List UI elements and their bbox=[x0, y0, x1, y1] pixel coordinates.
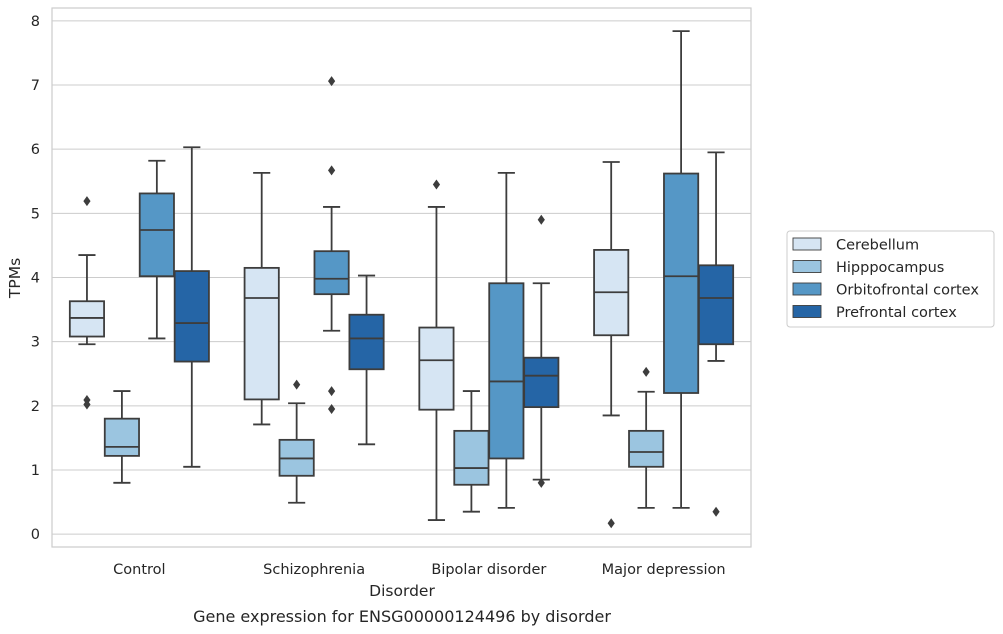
box-2-0 bbox=[138, 159, 175, 340]
box-2-1 bbox=[313, 76, 350, 415]
y-tick-label: 8 bbox=[31, 14, 40, 30]
x-tick-label: Schizophrenia bbox=[263, 562, 365, 578]
box-1-2 bbox=[453, 390, 490, 513]
y-tick-label: 7 bbox=[31, 78, 40, 94]
gridlines bbox=[52, 20, 751, 535]
box-body bbox=[698, 264, 735, 346]
box-body bbox=[138, 192, 175, 278]
x-tick-label: Bipolar disorder bbox=[431, 562, 546, 578]
outlier-point bbox=[328, 165, 336, 176]
y-tick-label: 3 bbox=[31, 335, 40, 351]
x-tick-labels: Control Schizophrenia Bipolar disorder Majo… bbox=[113, 562, 725, 578]
outlier-point bbox=[537, 477, 545, 488]
box-body bbox=[453, 429, 490, 486]
box-1-1 bbox=[278, 379, 315, 504]
box-1-0 bbox=[103, 390, 140, 484]
box-body bbox=[68, 300, 105, 338]
legend: Cerebellum Hipppocampus Orbitofrontal cort… bbox=[786, 230, 995, 328]
outlier-point bbox=[83, 399, 91, 410]
legend-frame bbox=[786, 230, 995, 328]
y-tick-label: 2 bbox=[31, 399, 40, 415]
x-tick-label: Major depression bbox=[602, 562, 726, 578]
y-tick-label: 1 bbox=[31, 463, 40, 479]
box-body bbox=[523, 356, 560, 409]
legend-label: Prefrontal cortex bbox=[836, 305, 957, 321]
box-1-3 bbox=[628, 366, 665, 509]
box-0-2 bbox=[418, 179, 455, 521]
box-body bbox=[313, 250, 350, 296]
y-tick-labels: 0 1 2 3 4 5 6 7 8 bbox=[31, 14, 40, 543]
box-3-1 bbox=[348, 274, 385, 446]
y-tick-label: 6 bbox=[31, 142, 40, 158]
box-series bbox=[68, 30, 735, 529]
box-body bbox=[243, 266, 280, 401]
box-body bbox=[173, 270, 210, 363]
box-body bbox=[348, 313, 385, 371]
x-tick-label: Control bbox=[113, 562, 165, 578]
outlier-point bbox=[712, 506, 720, 517]
legend-swatch bbox=[792, 237, 822, 251]
box-body bbox=[663, 172, 700, 394]
legend-label: Cerebellum bbox=[836, 238, 919, 254]
chart-caption: Gene expression for ENSG00000124496 by d… bbox=[193, 607, 611, 626]
box-body bbox=[628, 429, 665, 468]
outlier-point bbox=[293, 379, 301, 390]
box-0-1 bbox=[243, 172, 280, 426]
x-axis-title: Disorder bbox=[369, 582, 435, 600]
y-tick-label: 4 bbox=[31, 271, 40, 287]
box-3-3 bbox=[698, 151, 735, 517]
plot-frame bbox=[51, 7, 752, 548]
box-3-2 bbox=[523, 214, 560, 488]
legend-swatch bbox=[792, 260, 822, 273]
legend-label: Orbitofrontal cortex bbox=[836, 283, 979, 299]
outlier-point bbox=[607, 518, 615, 529]
legend-swatch bbox=[792, 282, 822, 296]
outlier-point bbox=[432, 179, 441, 190]
box-body bbox=[103, 417, 140, 457]
legend-swatch bbox=[792, 305, 822, 318]
outlier-point bbox=[537, 214, 545, 225]
outlier-point bbox=[642, 366, 650, 377]
box-3-0 bbox=[173, 146, 210, 468]
y-tick-label: 5 bbox=[31, 206, 40, 222]
box-body bbox=[418, 326, 455, 411]
box-0-3 bbox=[593, 161, 630, 529]
outlier-point bbox=[328, 76, 336, 87]
y-tick-label: 0 bbox=[31, 527, 40, 543]
box-2-3 bbox=[663, 30, 700, 509]
legend-label: Hipppocampus bbox=[836, 260, 944, 276]
box-body bbox=[488, 282, 525, 460]
outlier-point bbox=[328, 404, 336, 415]
outlier-point bbox=[328, 386, 336, 397]
outlier-point bbox=[83, 196, 91, 207]
box-0-0 bbox=[68, 196, 105, 410]
y-axis-title: TPMs bbox=[6, 258, 24, 299]
